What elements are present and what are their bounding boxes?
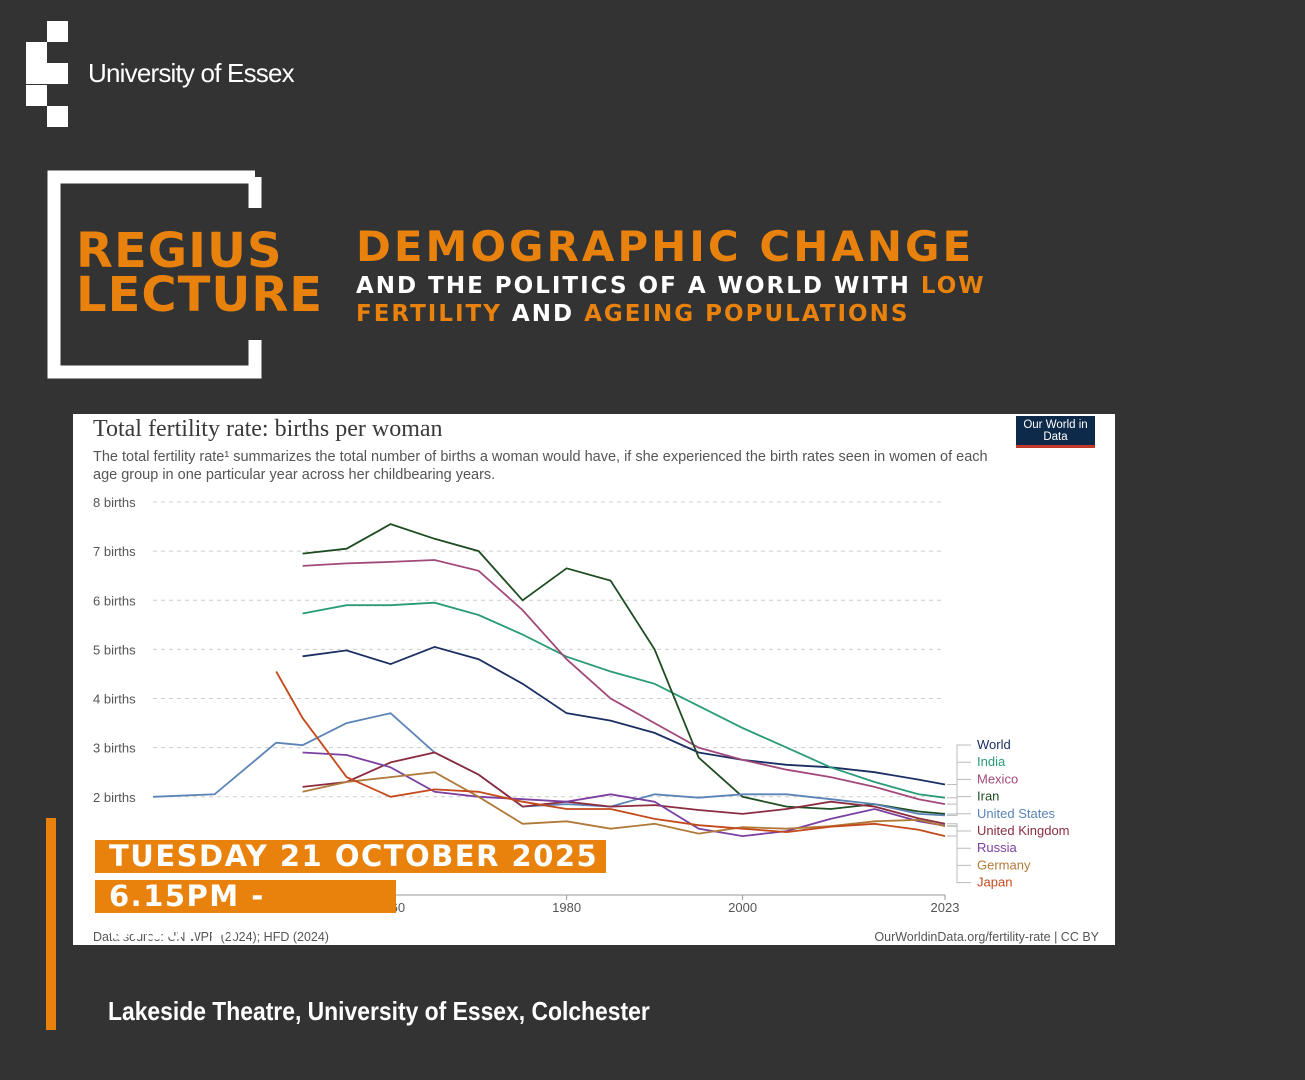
legend-connector (947, 835, 971, 884)
legend-connector (947, 825, 971, 866)
legend-label: Iran (977, 789, 999, 804)
y-tick-label: 2 births (93, 790, 136, 805)
series-line (275, 671, 946, 837)
legend-connector (947, 744, 971, 785)
series-line (302, 523, 946, 815)
venue: Lakeside Theatre, University of Essex, C… (108, 996, 650, 1026)
legend-label: United States (977, 806, 1056, 821)
y-tick-label: 4 births (93, 692, 136, 707)
y-tick-label: 7 births (93, 544, 136, 559)
legend-connector (947, 761, 971, 799)
x-tick-label: 2000 (728, 900, 757, 915)
y-tick-label: 8 births (93, 495, 136, 510)
chart-source: Data source: UN WPP (2024); HFD (2024) (93, 930, 329, 944)
y-tick-label: 6 births (93, 593, 136, 608)
chart-title: Total fertility rate: births per woman (93, 416, 443, 442)
series-line (152, 712, 946, 817)
legend-label: Russia (977, 840, 1018, 855)
legend-label: Germany (977, 857, 1031, 872)
logo-text: University of Essex (88, 58, 295, 88)
legend-label: United Kingdom (977, 823, 1070, 838)
legend-label: World (977, 737, 1011, 752)
y-tick-label: 3 births (93, 741, 136, 756)
subheading-part: AGEING POPULATIONS (584, 301, 910, 327)
legend-label: Mexico (977, 771, 1018, 786)
heading: DEMOGRAPHIC CHANGE (356, 222, 975, 271)
subheading: AND THE POLITICS OF A WORLD WITH LOW FER… (356, 272, 1056, 328)
series-line (302, 601, 946, 799)
legend-connector (947, 813, 971, 816)
legend-connector (947, 823, 971, 832)
subheading-part: LOW FERTILITY (356, 273, 986, 327)
legend-label: Japan (977, 875, 1012, 890)
subheading-part: AND (511, 301, 575, 327)
subheading-part: AND THE POLITICS OF A WORLD WITH (356, 273, 911, 299)
owid-badge: Our World in Data (1016, 416, 1095, 448)
series-line (302, 751, 946, 825)
x-tick-label: 2023 (931, 900, 960, 915)
chart-subtitle: The total fertility rate¹ summarizes the… (93, 449, 988, 483)
lecture-series: REGIUS (76, 223, 283, 279)
legend-connector (947, 796, 971, 815)
legend-label: India (977, 754, 1006, 769)
series-line (302, 771, 946, 835)
x-tick-label: 1980 (552, 900, 581, 915)
decor (26, 21, 262, 379)
legend-connector (947, 825, 971, 849)
accent-bar (46, 818, 56, 1030)
chart: 2 births 3 births 4 births 5 births 6 births… (93, 495, 1070, 915)
time: 6.15PM - 8.30PM (95, 880, 396, 946)
series-line (302, 559, 946, 805)
series-line (302, 751, 946, 838)
legend-connector (947, 778, 971, 805)
series-line (302, 645, 946, 786)
chart-credit: OurWorldinData.org/fertility-rate | CC B… (874, 930, 1099, 944)
date: TUESDAY 21 OCTOBER 2025 (95, 840, 606, 873)
lecture-series: LECTURE (76, 267, 324, 323)
y-tick-label: 5 births (93, 642, 136, 657)
